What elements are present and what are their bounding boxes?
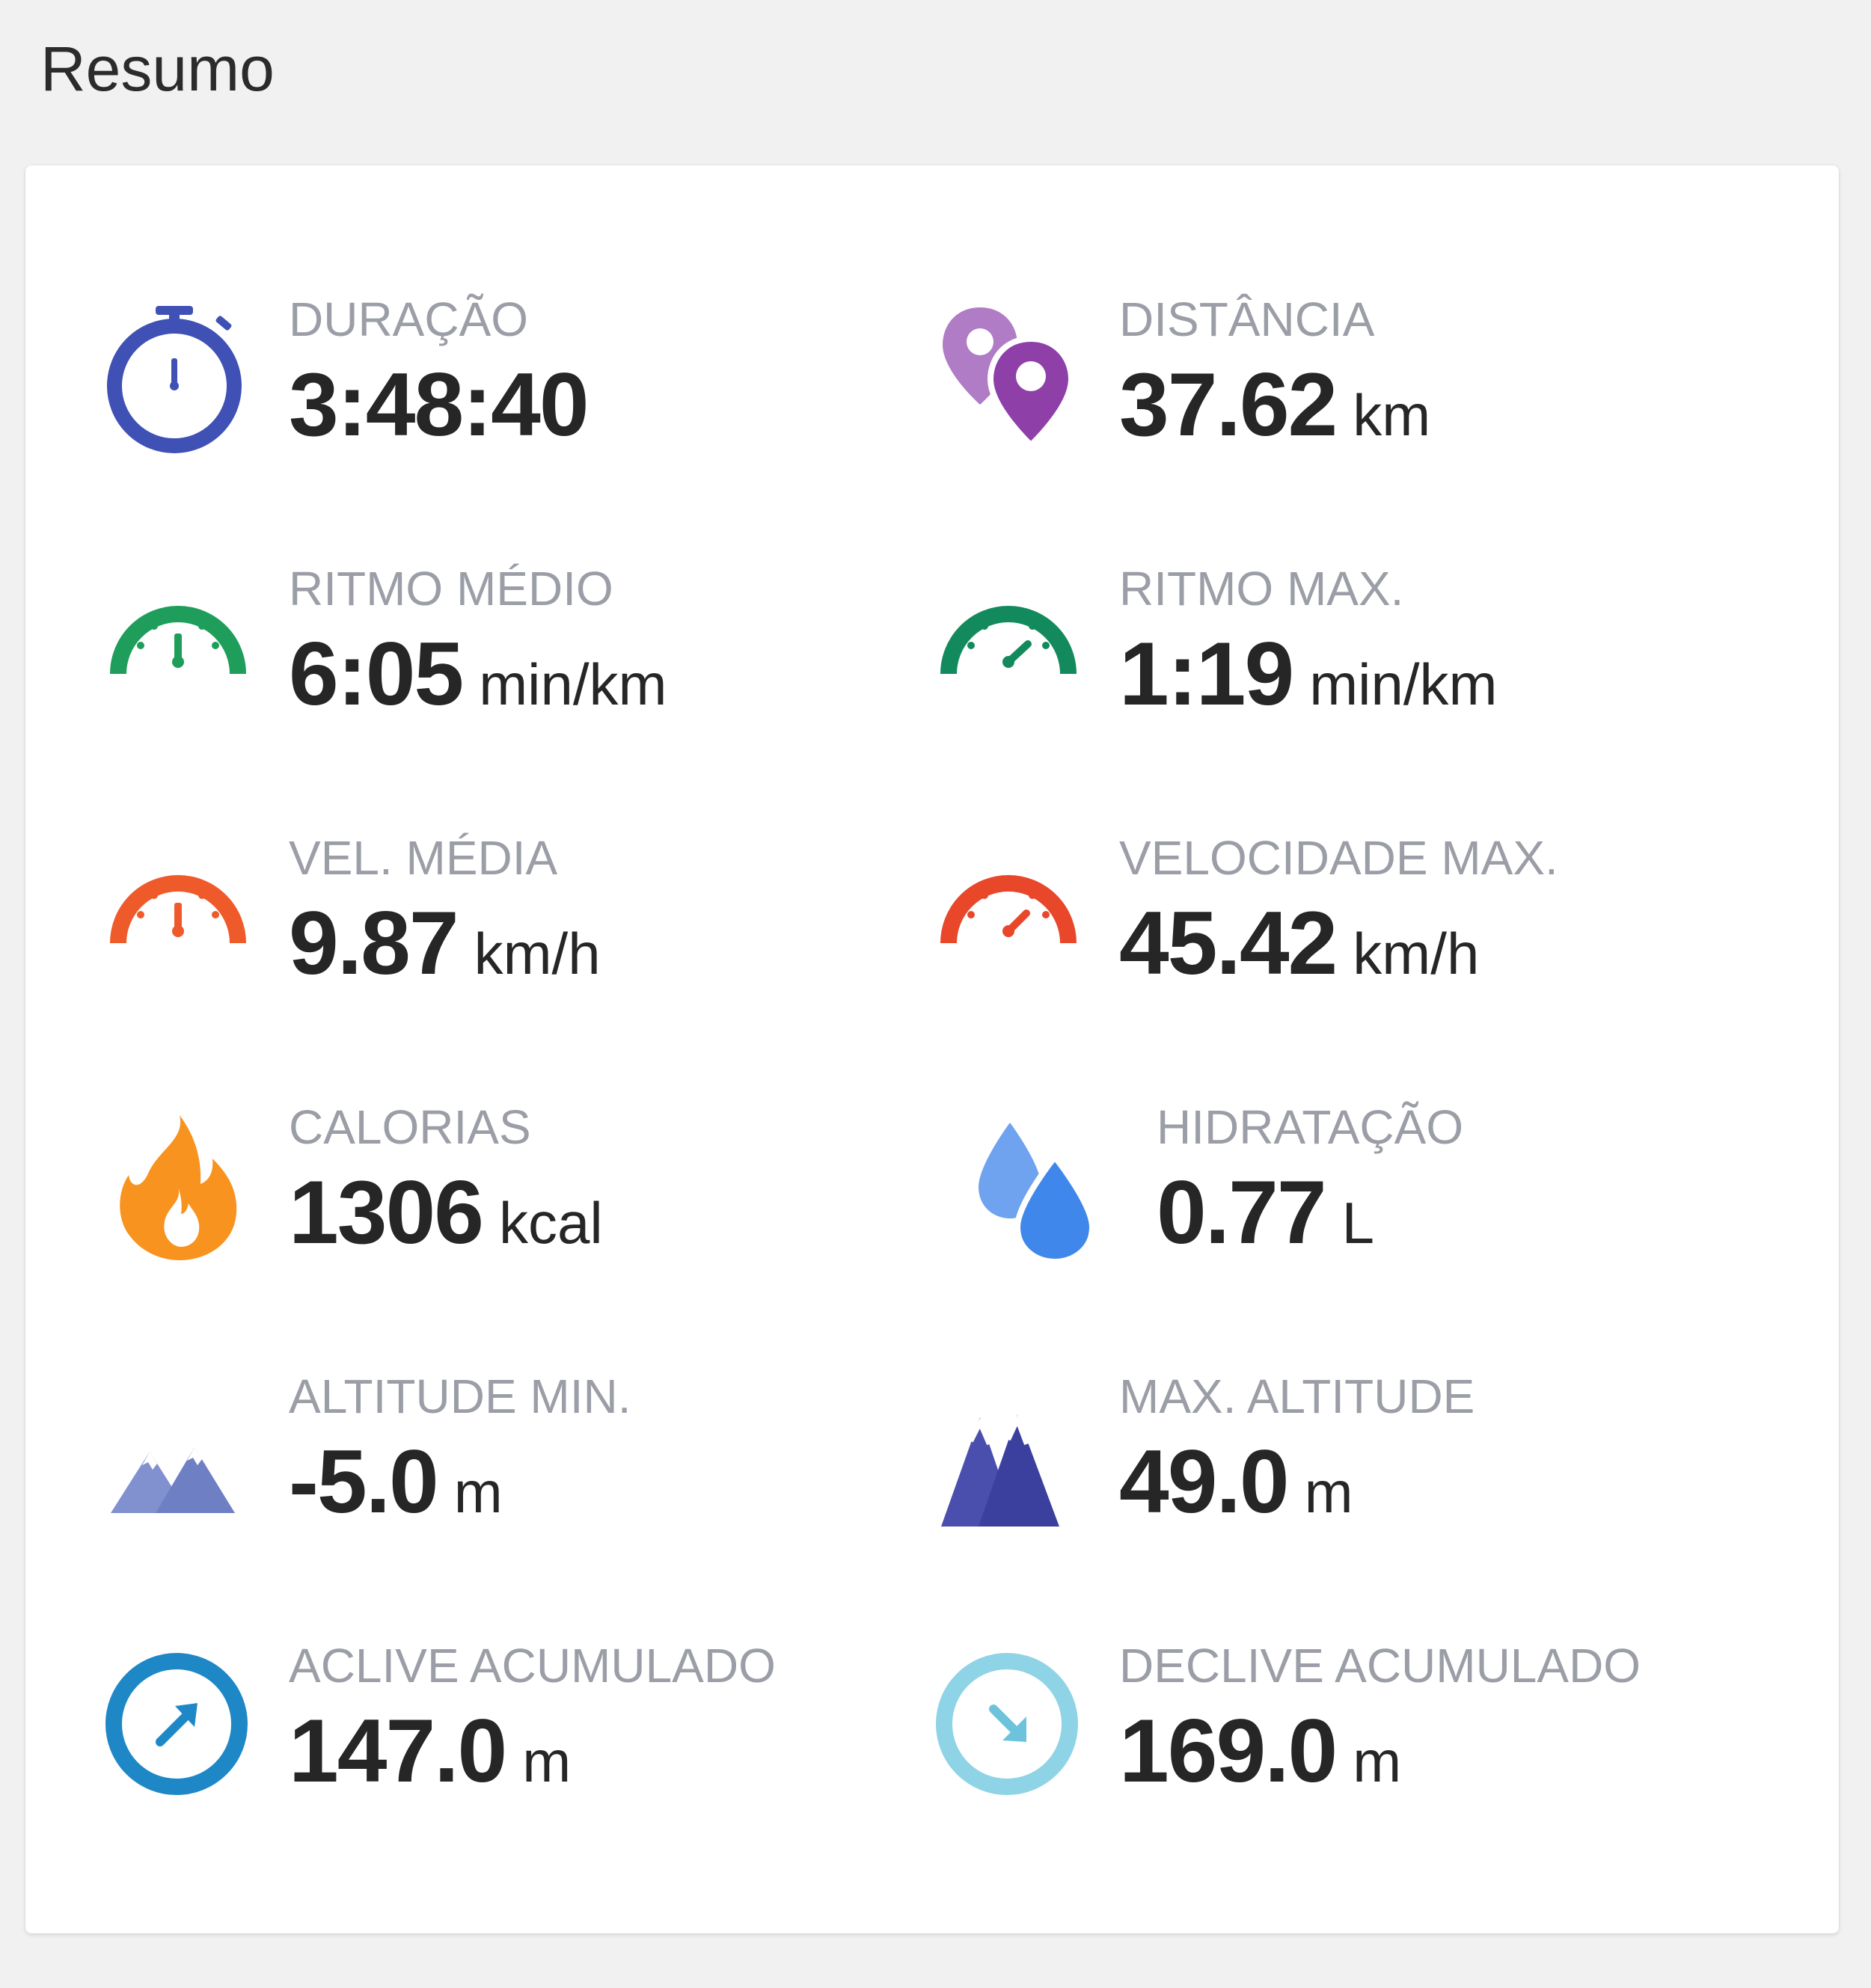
stat-value: 1306 (289, 1162, 484, 1263)
stat-unit: km/h (1353, 921, 1480, 987)
gauge-icon (103, 562, 253, 726)
ascent-icon (103, 1639, 253, 1803)
stat-calories: CALORIAS 1306 kcal (103, 1100, 926, 1325)
stat-distance: DISTÂNCIA 37.62 km (934, 292, 1757, 517)
stat-min-altitude: ALTITUDE MIN. -5.0 m (103, 1369, 926, 1594)
gauge-icon (934, 562, 1083, 726)
stat-value: 6:05 (289, 624, 464, 724)
descent-icon (934, 1639, 1083, 1803)
stat-total-ascent: ACLIVE ACUMULADO 147.0 m (103, 1639, 926, 1863)
stat-value: 45.42 (1119, 893, 1338, 993)
stat-unit: L (1341, 1190, 1374, 1256)
map-pins-icon (934, 292, 1083, 457)
stat-duration: DURAÇÃO 3:48:40 (103, 292, 926, 517)
stat-value: 169.0 (1119, 1701, 1338, 1801)
water-drops-icon (971, 1100, 1121, 1265)
stat-label: VELOCIDADE MAX. (1119, 831, 1558, 885)
stat-label: DURAÇÃO (289, 292, 529, 346)
stat-value: 9.87 (289, 893, 459, 993)
stat-value: 3:48:40 (289, 355, 590, 455)
stat-value: 1:19 (1119, 624, 1294, 724)
section-title: Resumo (40, 34, 275, 104)
stat-unit: m (522, 1728, 572, 1794)
stat-label: ALTITUDE MIN. (289, 1369, 631, 1423)
stat-value: 0.77 (1157, 1162, 1327, 1263)
stat-label: DECLIVE ACUMULADO (1119, 1639, 1641, 1693)
stat-total-descent: DECLIVE ACUMULADO 169.0 m (934, 1639, 1757, 1863)
stat-max-speed: VELOCIDADE MAX. 45.42 km/h (934, 831, 1757, 1055)
flame-icon (103, 1100, 253, 1265)
stat-label: ACLIVE ACUMULADO (289, 1639, 776, 1693)
stat-hydration: HIDRATAÇÃO 0.77 L (971, 1100, 1794, 1325)
stat-unit: kcal (498, 1190, 603, 1256)
stat-label: CALORIAS (289, 1100, 531, 1154)
stat-unit: m (1353, 1728, 1402, 1794)
stat-unit: m (453, 1459, 503, 1525)
mountain-high-icon (934, 1369, 1083, 1534)
speedometer-icon (934, 831, 1083, 995)
stopwatch-icon (103, 292, 253, 457)
stat-avg-pace: RITMO MÉDIO 6:05 min/km (103, 562, 926, 786)
stat-max-pace: RITMO MAX. 1:19 min/km (934, 562, 1757, 786)
speedometer-icon (103, 831, 253, 995)
stat-unit: km (1353, 382, 1431, 448)
stat-label: DISTÂNCIA (1119, 292, 1375, 346)
stat-value: -5.0 (289, 1432, 439, 1532)
stat-label: RITMO MÉDIO (289, 562, 613, 616)
mountain-low-icon (103, 1369, 253, 1534)
stat-value: 37.62 (1119, 355, 1338, 455)
stat-max-altitude: MAX. ALTITUDE 49.0 m (934, 1369, 1757, 1594)
stat-avg-speed: VEL. MÉDIA 9.87 km/h (103, 831, 926, 1055)
stat-label: VEL. MÉDIA (289, 831, 558, 885)
stat-label: RITMO MAX. (1119, 562, 1404, 616)
stat-unit: min/km (479, 651, 667, 717)
summary-card: DURAÇÃO 3:48:40 DISTÂNCIA 37.62 km (25, 165, 1839, 1933)
stat-label: HIDRATAÇÃO (1157, 1100, 1464, 1154)
stat-unit: m (1304, 1459, 1353, 1525)
stat-value: 147.0 (289, 1701, 507, 1801)
stat-label: MAX. ALTITUDE (1119, 1369, 1475, 1423)
stat-unit: min/km (1309, 651, 1498, 717)
stat-unit: km/h (474, 921, 601, 987)
stat-value: 49.0 (1119, 1432, 1290, 1532)
